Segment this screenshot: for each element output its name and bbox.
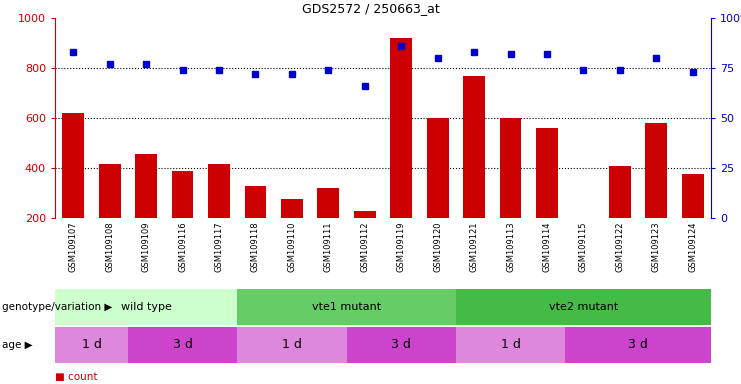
- Bar: [456, 289, 711, 325]
- Bar: [565, 327, 711, 363]
- Bar: [208, 164, 230, 218]
- Text: GSM109123: GSM109123: [652, 222, 661, 272]
- Text: GSM109114: GSM109114: [542, 222, 551, 272]
- Text: GSM109120: GSM109120: [433, 222, 442, 272]
- Bar: [427, 118, 448, 218]
- Text: vte1 mutant: vte1 mutant: [312, 302, 381, 312]
- Text: ■ count: ■ count: [55, 372, 98, 382]
- Bar: [172, 170, 193, 218]
- Text: GSM109115: GSM109115: [579, 222, 588, 272]
- Text: GSM109117: GSM109117: [214, 222, 224, 272]
- Text: 1 d: 1 d: [282, 339, 302, 351]
- Bar: [354, 210, 376, 218]
- Bar: [609, 166, 631, 218]
- Bar: [99, 164, 121, 218]
- Text: age ▶: age ▶: [2, 340, 33, 350]
- Text: GSM109124: GSM109124: [688, 222, 697, 272]
- Bar: [237, 327, 347, 363]
- Text: GSM109110: GSM109110: [288, 222, 296, 272]
- Bar: [281, 199, 303, 218]
- Text: 3 d: 3 d: [391, 339, 411, 351]
- Text: vte2 mutant: vte2 mutant: [549, 302, 618, 312]
- Bar: [245, 185, 266, 218]
- Bar: [499, 118, 522, 218]
- Text: GDS2572 / 250663_at: GDS2572 / 250663_at: [302, 2, 439, 15]
- Bar: [135, 154, 157, 218]
- Text: GSM109121: GSM109121: [470, 222, 479, 272]
- Text: 3 d: 3 d: [173, 339, 193, 351]
- Bar: [55, 289, 237, 325]
- Bar: [463, 76, 485, 218]
- Text: 3 d: 3 d: [628, 339, 648, 351]
- Bar: [682, 174, 704, 218]
- Text: GSM109122: GSM109122: [615, 222, 625, 272]
- Text: GSM109116: GSM109116: [178, 222, 187, 272]
- Bar: [128, 327, 237, 363]
- Text: genotype/variation ▶: genotype/variation ▶: [2, 302, 113, 312]
- Text: GSM109113: GSM109113: [506, 222, 515, 272]
- Bar: [645, 123, 667, 218]
- Bar: [391, 38, 412, 218]
- Text: GSM109119: GSM109119: [396, 222, 406, 272]
- Bar: [456, 327, 565, 363]
- Bar: [55, 327, 128, 363]
- Text: GSM109118: GSM109118: [251, 222, 260, 272]
- Text: GSM109112: GSM109112: [360, 222, 369, 272]
- Text: GSM109109: GSM109109: [142, 222, 150, 272]
- Text: 1 d: 1 d: [501, 339, 520, 351]
- Text: GSM109111: GSM109111: [324, 222, 333, 272]
- Text: wild type: wild type: [121, 302, 172, 312]
- Bar: [536, 128, 558, 218]
- Bar: [237, 289, 456, 325]
- Text: GSM109108: GSM109108: [105, 222, 114, 272]
- Bar: [317, 188, 339, 218]
- Text: GSM109107: GSM109107: [69, 222, 78, 272]
- Bar: [62, 113, 84, 218]
- Bar: [347, 327, 456, 363]
- Text: 1 d: 1 d: [82, 339, 102, 351]
